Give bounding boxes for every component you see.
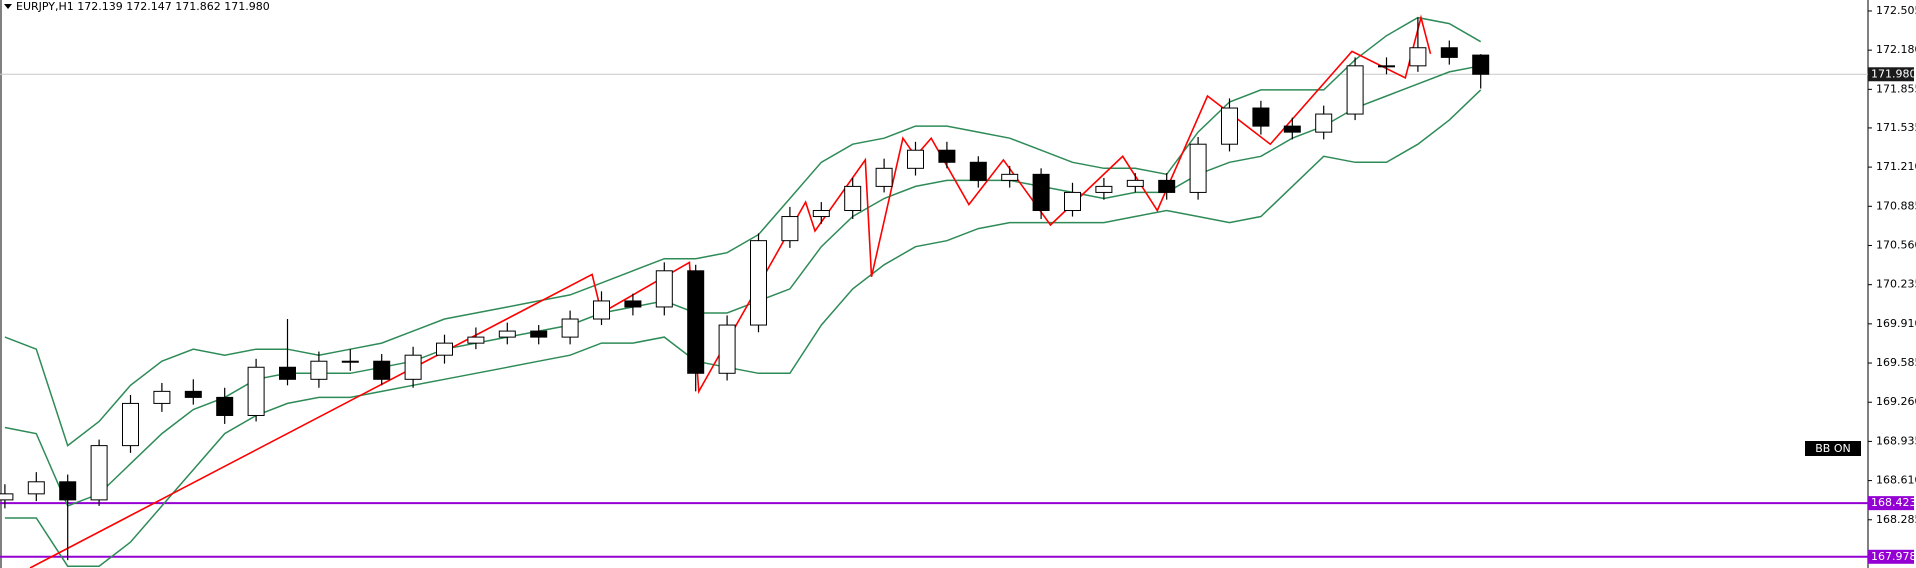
symbol-arrow: [4, 4, 12, 9]
candle-body-bull: [593, 300, 610, 320]
candle-body-bull: [1378, 65, 1395, 68]
y-tick-label: 168.610: [1876, 474, 1916, 487]
candle-body-bear: [530, 330, 548, 338]
price-level-label: 168.423: [1871, 496, 1916, 509]
candle-body-bull: [750, 240, 767, 326]
candle-body-bull: [404, 354, 422, 380]
y-tick-label: 171.210: [1876, 160, 1916, 173]
candle-body-bull: [907, 149, 924, 169]
y-tick-label: 168.285: [1876, 513, 1916, 526]
candle-body-bull: [1221, 107, 1238, 145]
price-level-tag: [1868, 67, 1914, 82]
candle-body-bear: [938, 149, 956, 163]
chart-title: EURJPY,H1 172.139 172.147 171.862 171.98…: [16, 0, 270, 13]
candle-body-bear: [373, 360, 391, 380]
candle-body-bull: [1095, 185, 1113, 193]
bb-button-bg[interactable]: [1805, 441, 1861, 456]
candle-body-bear: [184, 390, 202, 398]
y-tick-label: 172.505: [1876, 4, 1916, 17]
candle-body-bull: [655, 270, 673, 308]
candle-body-bear: [1472, 54, 1490, 75]
candle-body-bull: [1315, 113, 1333, 133]
candle-body-bull: [341, 360, 359, 363]
candle-body-bull: [122, 402, 139, 447]
candle-body-bear: [624, 300, 642, 308]
bollinger-lower: [4, 89, 1482, 567]
y-tick-label: 172.180: [1876, 43, 1916, 56]
price-level-tag: [1868, 496, 1914, 511]
candle-body-bull: [812, 210, 830, 218]
y-tick-label: 170.885: [1876, 199, 1916, 212]
candle-body-bear: [1158, 179, 1176, 193]
candle-body-bull: [0, 493, 14, 501]
candle-body-bull: [1126, 179, 1144, 187]
candle-body-bear: [1283, 125, 1301, 133]
price-level-label: 171.980: [1871, 67, 1916, 80]
y-tick-label: 170.235: [1876, 278, 1916, 291]
bollinger-upper: [4, 16, 1482, 447]
price-level-tag: [1868, 549, 1914, 564]
candle-body-bear: [1440, 47, 1458, 58]
candle-body-bull: [153, 390, 171, 404]
candle-body-bull: [467, 336, 485, 344]
candle-body-bull: [1001, 173, 1019, 181]
candle-body-bull: [1346, 65, 1364, 115]
price-level-label: 167.978: [1871, 550, 1916, 563]
candle-body-bull: [90, 445, 108, 501]
candle-body-bull: [1409, 47, 1427, 67]
candle-body-bull: [27, 481, 45, 495]
bb-button[interactable]: BB ON: [1815, 442, 1850, 455]
candle-body-bull: [498, 330, 516, 338]
candle-body-bear: [1032, 173, 1050, 212]
y-tick-label: 170.560: [1876, 238, 1916, 251]
candle-body-bull: [1189, 143, 1207, 193]
candle-body-bull: [310, 360, 328, 380]
candle-body-bull: [718, 324, 736, 374]
candle-body-bear: [969, 161, 987, 181]
y-tick-label: 169.585: [1876, 356, 1916, 369]
candle-body-bear: [279, 366, 296, 380]
candle-body-bear: [1252, 107, 1270, 127]
y-tick-label: 171.535: [1876, 121, 1916, 134]
candle-body-bull: [781, 216, 799, 242]
candle-body-bear: [59, 481, 77, 501]
candle-body-bull: [875, 167, 893, 187]
candle-body-bull: [844, 185, 862, 212]
candle-body-bear: [687, 270, 705, 374]
y-tick-label: 169.910: [1876, 317, 1916, 330]
candle-body-bull: [436, 342, 453, 356]
y-tick-label: 169.260: [1876, 395, 1916, 408]
candle-body-bull: [247, 366, 265, 416]
y-tick-label: 171.855: [1876, 82, 1916, 95]
candle-body-bear: [216, 396, 234, 416]
y-tick-label: 168.935: [1876, 434, 1916, 447]
candle-body-bull: [561, 318, 579, 338]
candle-body-bull: [1064, 191, 1081, 212]
